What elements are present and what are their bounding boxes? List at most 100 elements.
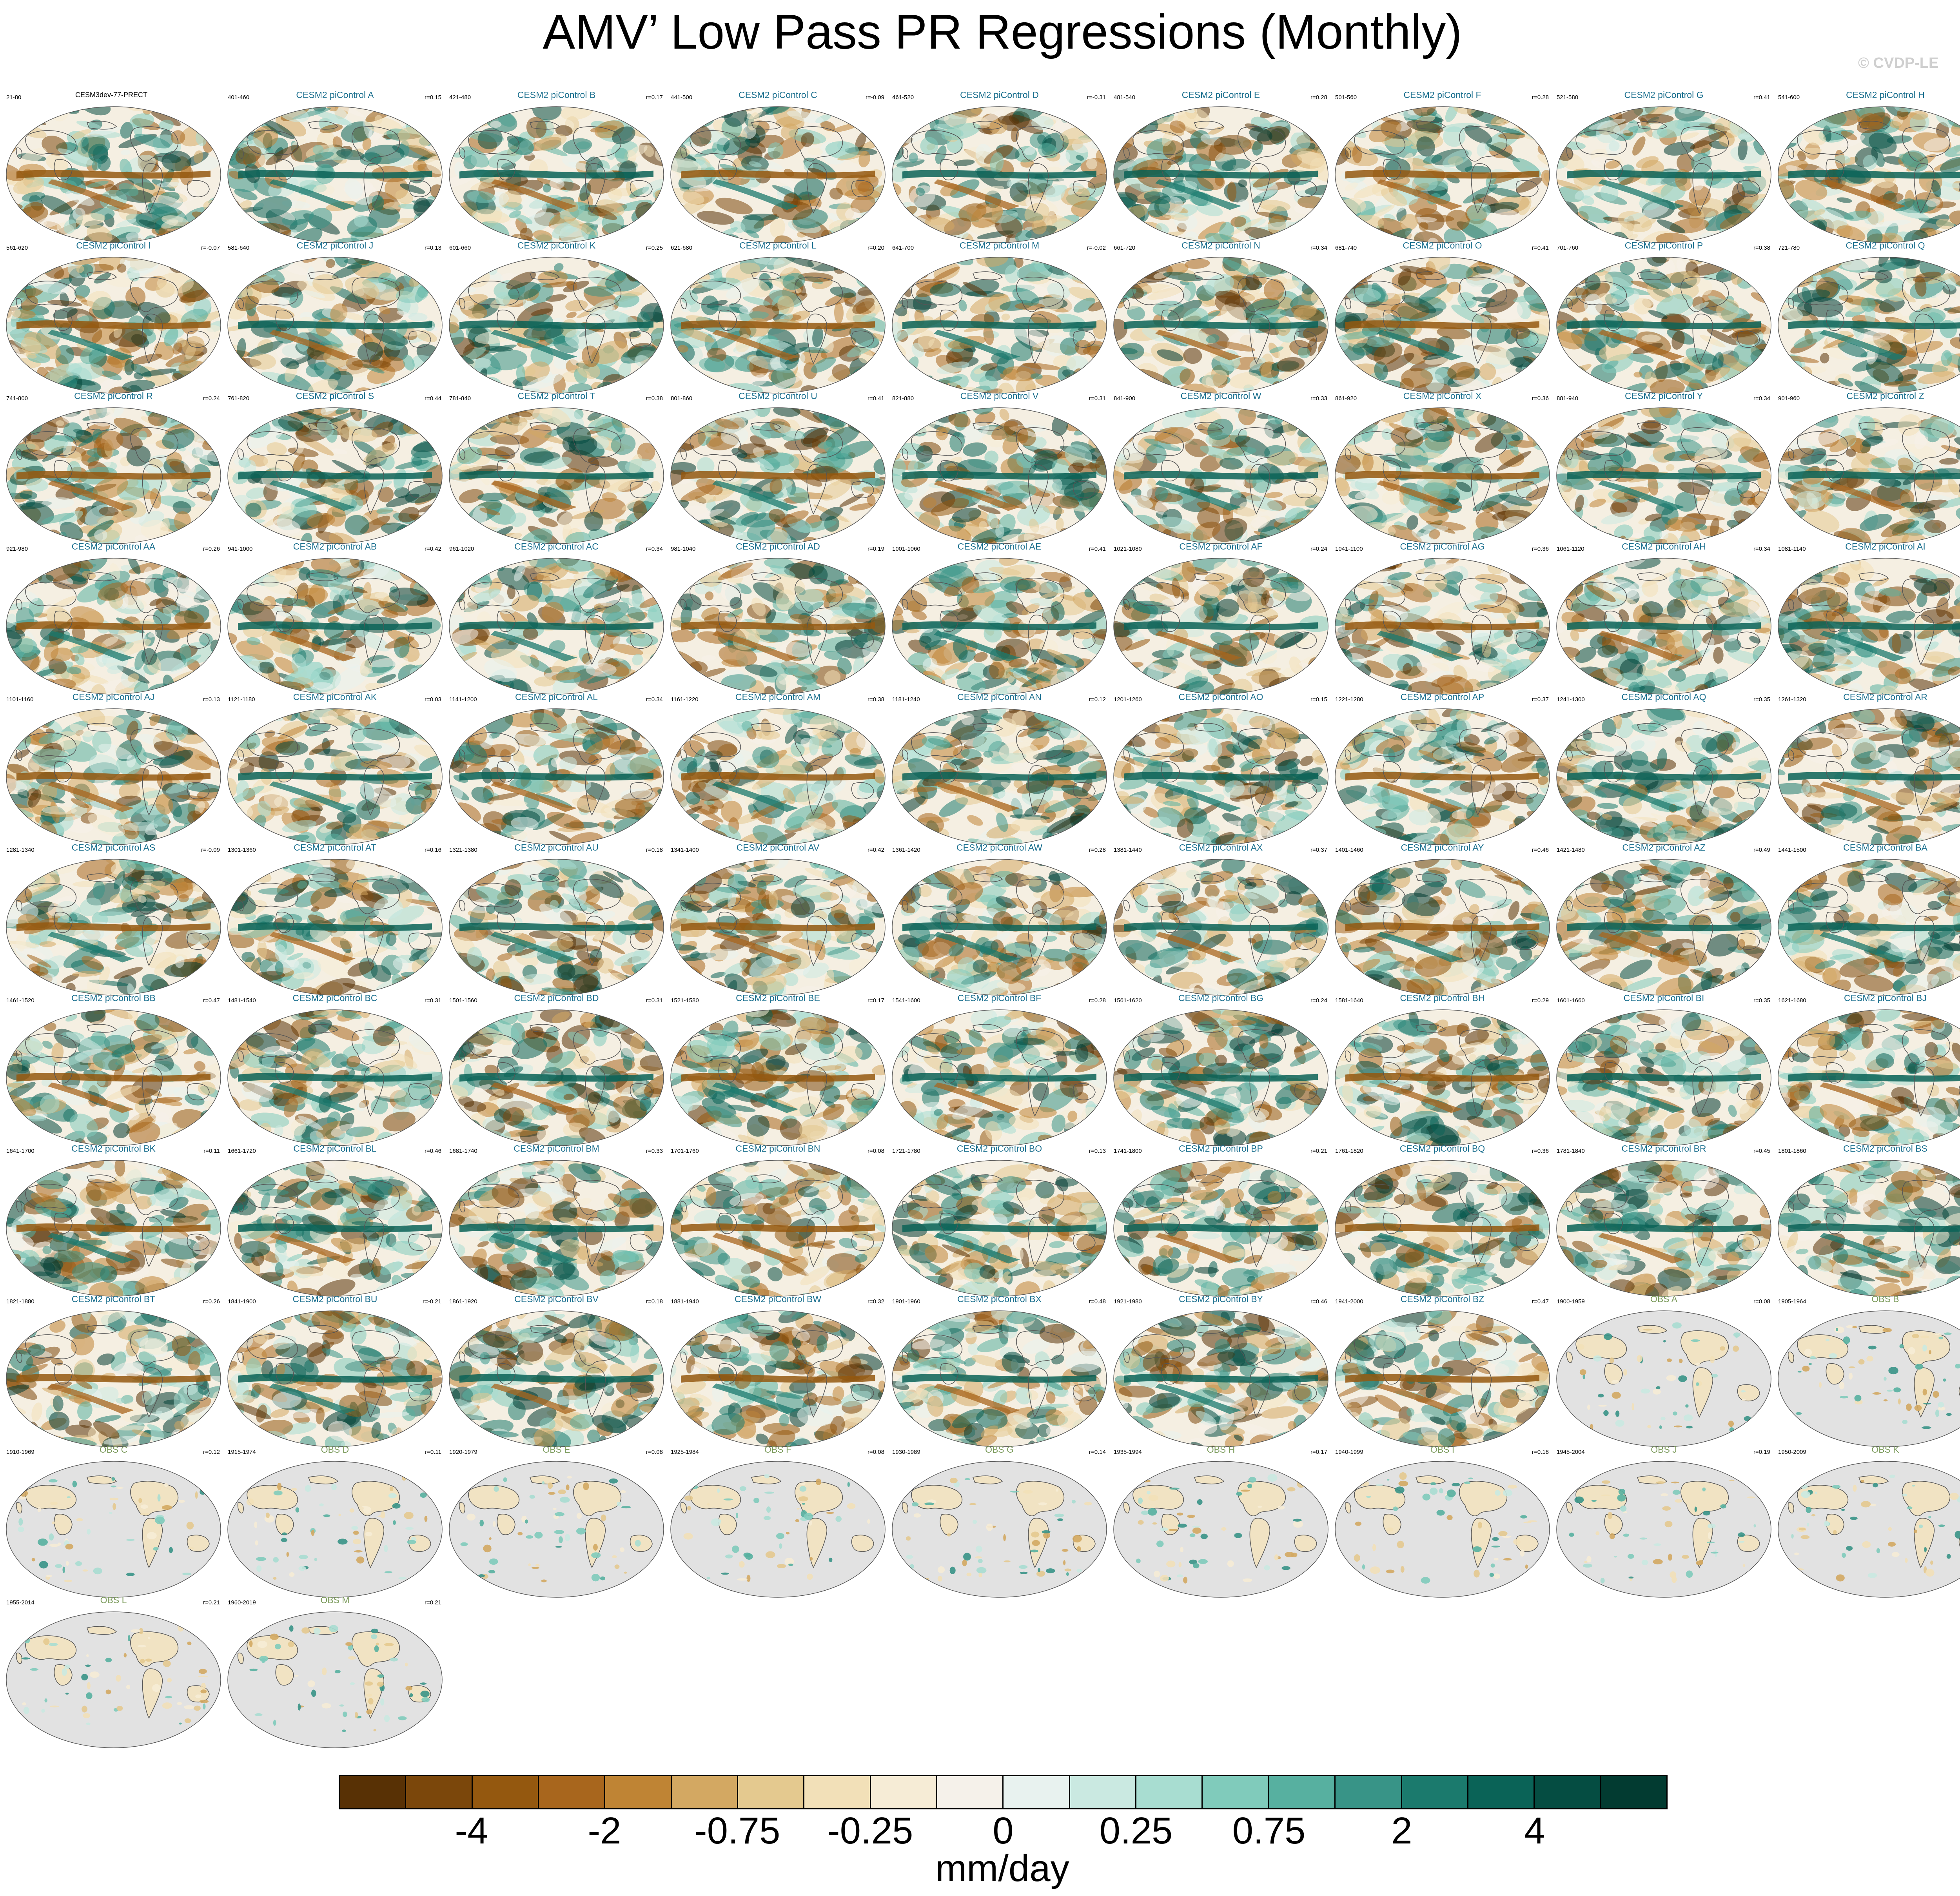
panel-title: CESM2 piControl G bbox=[1624, 90, 1704, 100]
continent-outline bbox=[1914, 615, 1935, 665]
map-panel: CESM2 piControl B 421-480 r=0.17 bbox=[448, 89, 665, 244]
panel-correlation: r=0.31 bbox=[1089, 395, 1106, 402]
continent-outline bbox=[1788, 1352, 1794, 1363]
continent-outline bbox=[1028, 1066, 1049, 1117]
continent-outline bbox=[1681, 728, 1729, 764]
panel-correlation: r=0.08 bbox=[1753, 1298, 1770, 1305]
panel-correlation: r=0.15 bbox=[425, 94, 441, 101]
colorbar-swatch bbox=[1203, 1776, 1269, 1808]
continent-outline bbox=[1958, 1535, 1960, 1552]
panel-correlation: r=0.31 bbox=[646, 997, 663, 1004]
continent-outline bbox=[1604, 159, 1623, 180]
continent-outline bbox=[1354, 431, 1406, 456]
continent-outline bbox=[1797, 431, 1849, 456]
continent-outline bbox=[1345, 1201, 1351, 1212]
continent-outline bbox=[1294, 330, 1317, 348]
continent-outline bbox=[630, 933, 653, 950]
panel-title: CESM2 piControl B bbox=[517, 90, 596, 100]
continent-outline bbox=[247, 1485, 298, 1510]
continent-outline bbox=[1566, 1352, 1573, 1363]
panel-title: CESM2 piControl AO bbox=[1178, 692, 1263, 702]
robinson-map bbox=[892, 1310, 1107, 1447]
panel-correlation: r=0.46 bbox=[1532, 847, 1549, 853]
continent-outline bbox=[1566, 1201, 1573, 1212]
continent-outline bbox=[468, 1334, 520, 1359]
continent-outline bbox=[363, 1367, 384, 1418]
continent-outline bbox=[1016, 1481, 1065, 1516]
continent-outline bbox=[680, 1201, 687, 1212]
continent-outline bbox=[54, 611, 73, 632]
continent-outline bbox=[237, 599, 244, 610]
robinson-map bbox=[227, 257, 443, 394]
colorbar-tick-label: 0 bbox=[993, 1810, 1014, 1852]
panel-title: CESM2 piControl T bbox=[517, 391, 595, 401]
continent-outline bbox=[86, 1174, 117, 1183]
panel-title: OBS L bbox=[100, 1595, 127, 1605]
robinson-map bbox=[892, 558, 1107, 695]
continent-outline bbox=[16, 147, 22, 159]
panel-title: CESM3dev-77-PRECT bbox=[75, 91, 148, 99]
panel-years: 1241-1300 bbox=[1557, 696, 1585, 703]
continent-outline bbox=[851, 1083, 874, 1101]
continent-outline bbox=[1797, 281, 1849, 306]
panel-years: 1915-1974 bbox=[228, 1449, 256, 1455]
panel-title: CESM2 piControl AR bbox=[1843, 692, 1927, 702]
continent-outline bbox=[1826, 912, 1844, 933]
continent-outline bbox=[1249, 1518, 1270, 1568]
map-panel: CESM2 piControl AO 1201-1260 r=0.15 bbox=[1112, 691, 1330, 846]
continent-outline bbox=[1604, 1062, 1623, 1083]
colorbar-tick-label: -0.25 bbox=[827, 1810, 913, 1852]
robinson-map bbox=[670, 407, 886, 544]
continent-outline bbox=[972, 723, 1003, 732]
continent-outline bbox=[1471, 1367, 1492, 1418]
map-panel: CESM2 piControl R 741-800 r=0.24 bbox=[5, 390, 222, 545]
map-panel: CESM2 piControl X 861-920 r=0.36 bbox=[1334, 390, 1551, 545]
panel-years: 841-900 bbox=[1114, 395, 1136, 402]
continent-outline bbox=[459, 749, 465, 761]
continent-outline bbox=[690, 1334, 741, 1359]
continent-outline bbox=[940, 1062, 958, 1083]
continent-outline bbox=[1459, 1330, 1508, 1366]
robinson-map bbox=[1556, 1461, 1771, 1598]
continent-outline bbox=[1471, 464, 1492, 515]
panel-years: 461-520 bbox=[892, 94, 914, 101]
panel-correlation: r=0.16 bbox=[425, 847, 441, 853]
continent-outline bbox=[718, 159, 737, 180]
continent-outline bbox=[1902, 1180, 1951, 1215]
continent-outline bbox=[1238, 126, 1286, 161]
continent-outline bbox=[795, 879, 843, 914]
panel-years: 561-620 bbox=[6, 245, 28, 251]
continent-outline bbox=[1238, 578, 1286, 613]
panel-correlation: r=0.21 bbox=[425, 1599, 441, 1606]
map-panel: CESM2 piControl BC 1481-1540 r=0.31 bbox=[226, 992, 444, 1147]
panel-title: CESM2 piControl BQ bbox=[1399, 1143, 1485, 1154]
robinson-map bbox=[227, 1611, 443, 1748]
map-panel: CESM2 piControl K 601-660 r=0.25 bbox=[448, 240, 665, 395]
continent-outline bbox=[851, 782, 874, 800]
map-panel: OBS D 1915-1974 r=0.11 bbox=[226, 1444, 444, 1599]
continent-outline bbox=[718, 912, 737, 933]
panel-correlation: r=0.34 bbox=[1753, 395, 1770, 402]
continent-outline bbox=[1637, 271, 1668, 280]
continent-outline bbox=[795, 1029, 843, 1065]
continent-outline bbox=[1132, 582, 1184, 607]
continent-outline bbox=[806, 1217, 827, 1267]
continent-outline bbox=[308, 1325, 339, 1334]
continent-outline bbox=[1788, 900, 1794, 911]
robinson-map bbox=[1556, 558, 1771, 695]
panel-years: 1950-2009 bbox=[1778, 1449, 1806, 1455]
continent-outline bbox=[1161, 159, 1180, 180]
continent-outline bbox=[16, 749, 22, 761]
continent-outline bbox=[1132, 130, 1184, 155]
panel-title: CESM2 piControl P bbox=[1624, 240, 1703, 250]
continent-outline bbox=[630, 1384, 653, 1402]
continent-outline bbox=[1575, 1033, 1627, 1058]
panel-title: CESM2 piControl BZ bbox=[1400, 1294, 1485, 1304]
continent-outline bbox=[1681, 1180, 1729, 1215]
continent-outline bbox=[1604, 1213, 1623, 1234]
continent-outline bbox=[751, 271, 782, 280]
map-panel: CESM2 piControl AS 1281-1340 r=-0.09 bbox=[5, 842, 222, 997]
continent-outline bbox=[911, 1033, 963, 1058]
panel-correlation: r=0.17 bbox=[646, 94, 663, 101]
